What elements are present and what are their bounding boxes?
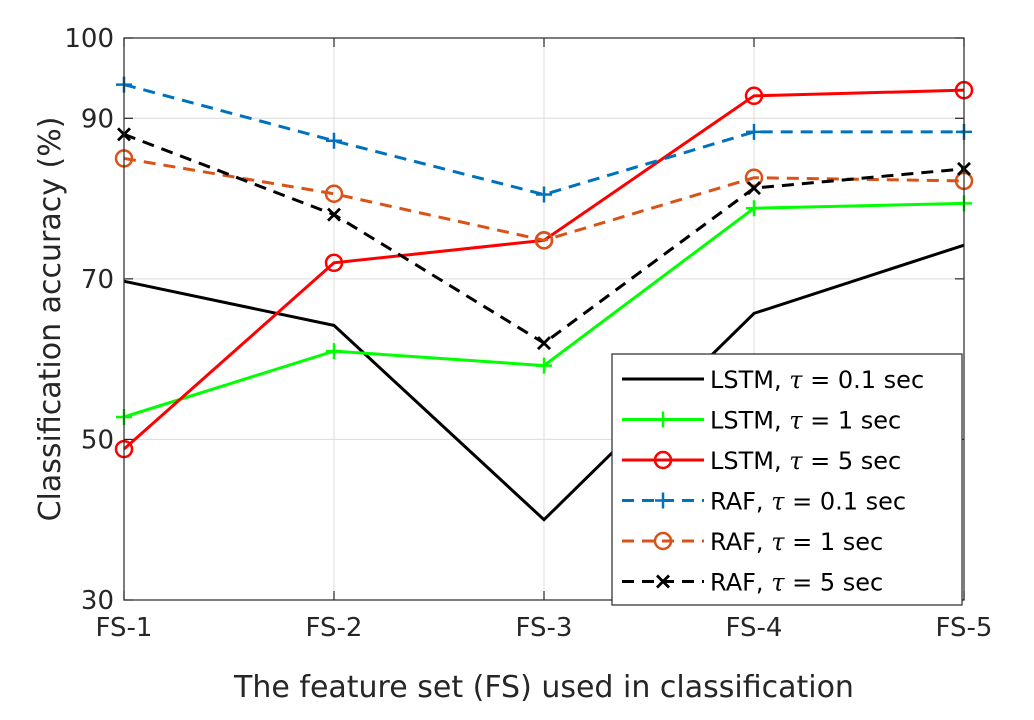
legend-label: LSTM, τ = 5 sec (710, 447, 901, 475)
x-tick-label: FS-3 (516, 613, 573, 643)
legend-label: RAF, τ = 0.1 sec (710, 488, 906, 516)
data-point (326, 343, 342, 360)
data-point (747, 181, 761, 196)
data-point (744, 86, 764, 106)
data-point (324, 184, 344, 204)
data-point (537, 336, 551, 351)
legend-item: LSTM, τ = 1 sec (622, 407, 901, 435)
data-point (536, 186, 552, 203)
legend-label: RAF, τ = 1 sec (710, 528, 883, 556)
legend-item: RAF, τ = 5 sec (622, 569, 883, 597)
series-line (123, 243, 965, 522)
y-axis-label: Classification accuracy (%) (33, 117, 68, 522)
legend-swatch-marker (656, 574, 670, 589)
legend-swatch-marker (655, 411, 671, 428)
legend-swatch-marker (655, 492, 671, 509)
axis-ticks: FS-1 FS-2 FS-3 FS-4 FS-5 30 50 70 90 100 (64, 24, 992, 643)
legend-item: RAF, τ = 0.1 sec (622, 488, 906, 516)
y-tick-label: 70 (81, 265, 114, 295)
data-point (746, 200, 762, 217)
y-tick-label: 100 (64, 24, 114, 54)
legend-label: LSTM, τ = 1 sec (710, 407, 901, 435)
data-point (746, 123, 762, 140)
legend-label: RAF, τ = 5 sec (710, 569, 883, 597)
legend: LSTM, τ = 0.1 sec LSTM, τ = 1 sec LSTM, τ … (611, 353, 963, 606)
legend-item: LSTM, τ = 0.1 sec (622, 366, 924, 394)
data-point (534, 231, 554, 250)
y-tick-label: 30 (81, 586, 114, 616)
series-1 (123, 243, 965, 522)
x-tick-label: FS-1 (96, 613, 153, 643)
data-point (324, 253, 344, 273)
legend-swatch-marker (653, 450, 673, 470)
legend-box (611, 353, 963, 606)
legend-item: RAF, τ = 1 sec (622, 528, 883, 556)
legend-item: LSTM, τ = 5 sec (622, 447, 901, 475)
series-line (123, 83, 964, 197)
x-tick-label: FS-5 (936, 613, 993, 643)
series-layer (114, 76, 974, 522)
x-axis-label: The feature set (FS) used in classificat… (233, 670, 854, 705)
legend-label: LSTM, τ = 0.1 sec (710, 366, 924, 394)
x-tick-label: FS-4 (726, 613, 783, 643)
legend-swatch-marker (653, 531, 673, 551)
y-tick-label: 90 (81, 104, 114, 134)
series-line (123, 156, 965, 242)
x-tick-label: FS-2 (306, 613, 363, 643)
series-4 (116, 76, 972, 203)
data-point (327, 207, 341, 222)
data-point (326, 132, 342, 149)
data-point (744, 168, 764, 187)
y-tick-label: 50 (81, 425, 114, 455)
data-point (536, 357, 552, 374)
